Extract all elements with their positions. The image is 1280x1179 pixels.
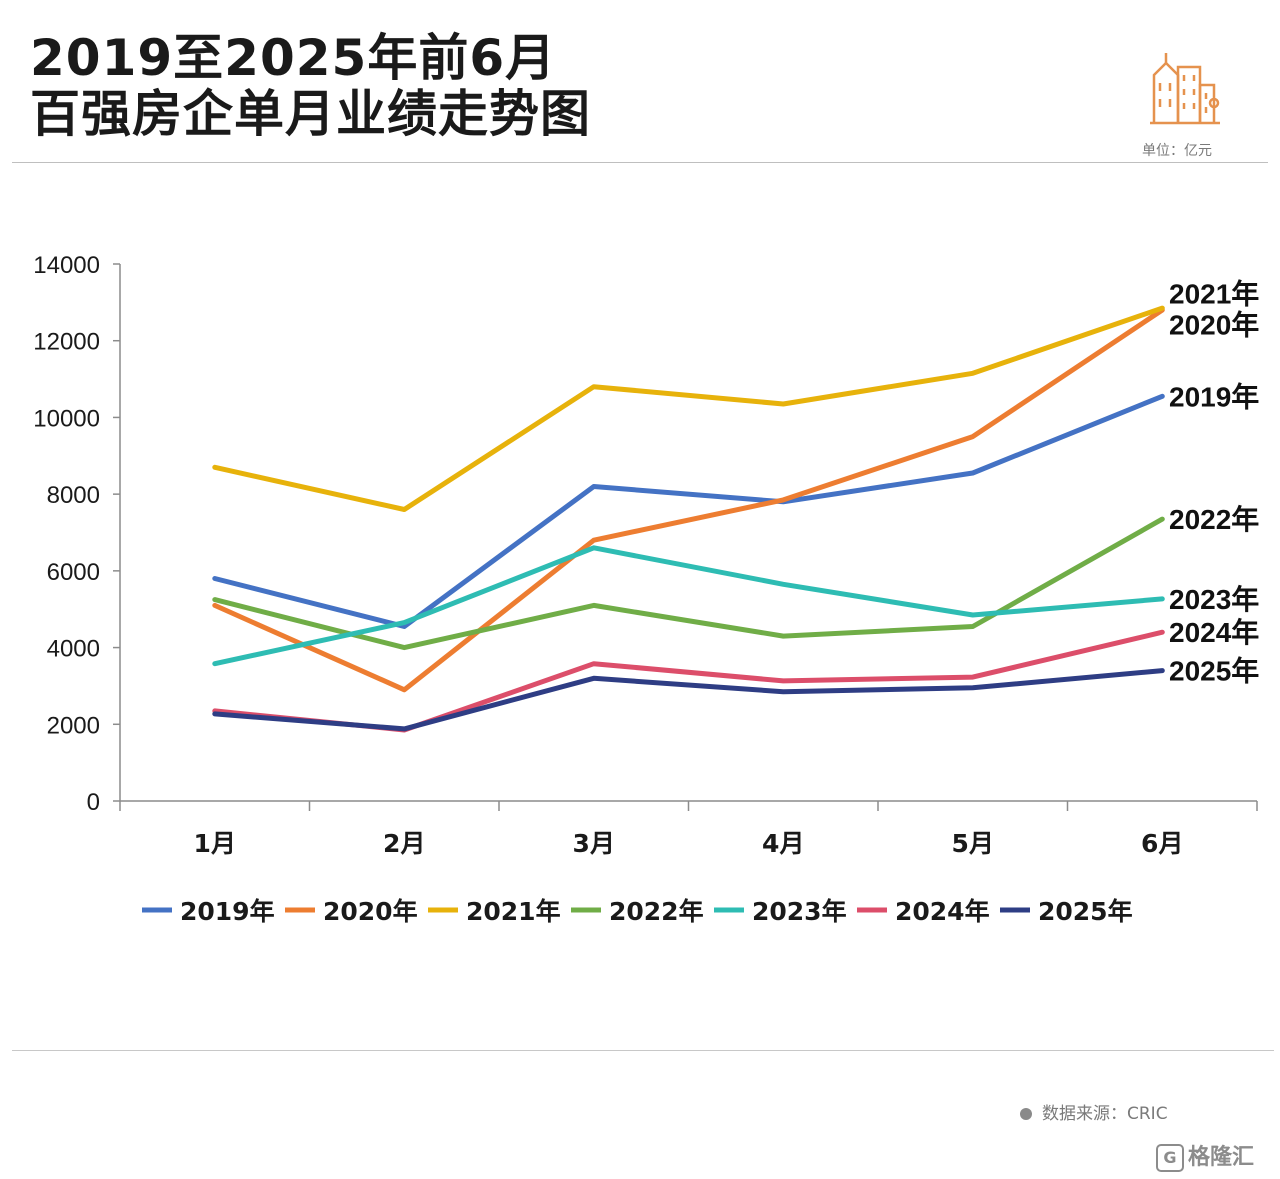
header-divider xyxy=(12,162,1268,163)
legend-label: 2025年 xyxy=(1038,897,1133,926)
series-line xyxy=(212,516,1165,651)
x-tick-label: 6月 xyxy=(1141,829,1183,858)
series-line xyxy=(212,668,1165,732)
source-note: 数据来源：CRIC xyxy=(1020,1099,1168,1124)
y-tick-label: 0 xyxy=(87,789,100,816)
series-line xyxy=(212,305,1165,512)
y-tick-label: 12000 xyxy=(33,329,100,356)
x-tick-label: 1月 xyxy=(194,829,236,858)
legend-label: 2019年 xyxy=(180,897,275,926)
y-tick-label: 10000 xyxy=(33,405,100,432)
chart-title: 2019至2025年前6月 百强房企单月业绩走势图 xyxy=(30,30,591,142)
source-text: 数据来源：CRIC xyxy=(1042,1104,1168,1124)
dot-icon xyxy=(1020,1108,1032,1120)
legend-label: 2020年 xyxy=(323,897,418,926)
x-tick-label: 3月 xyxy=(573,829,615,858)
series-line xyxy=(212,393,1165,629)
series-end-label: 2025年 xyxy=(1169,655,1259,687)
brand-watermark: G 格隆汇 xyxy=(1156,1139,1254,1172)
title-line-1: 2019至2025年前6月 xyxy=(30,29,557,87)
y-tick-label: 8000 xyxy=(47,482,100,509)
x-tick-label: 5月 xyxy=(952,829,994,858)
legend-label: 2022年 xyxy=(609,897,704,926)
series-end-label: 2024年 xyxy=(1169,616,1259,648)
footer-divider xyxy=(12,1050,1274,1051)
title-line-2: 百强房企单月业绩走势图 xyxy=(30,85,591,143)
brand-logo-icon: G xyxy=(1156,1144,1184,1172)
series-end-label: 2022年 xyxy=(1169,503,1259,535)
legend-label: 2021年 xyxy=(466,897,561,926)
series-line xyxy=(212,545,1165,667)
series-end-label: 2020年 xyxy=(1169,309,1259,341)
x-tick-label: 2月 xyxy=(383,829,425,858)
y-tick-label: 4000 xyxy=(47,636,100,663)
series-end-label: 2023年 xyxy=(1169,583,1259,615)
series-end-label: 2021年 xyxy=(1169,278,1259,310)
x-tick-label: 4月 xyxy=(762,829,804,858)
brand-name: 格隆汇 xyxy=(1188,1145,1255,1170)
y-tick-label: 6000 xyxy=(47,559,100,586)
legend-label: 2024年 xyxy=(895,897,990,926)
y-tick-label: 2000 xyxy=(47,712,100,739)
series-line xyxy=(212,307,1165,693)
legend-label: 2023年 xyxy=(752,897,847,926)
series-end-label: 2019年 xyxy=(1169,380,1259,412)
unit-label: 单位：亿元 xyxy=(1142,143,1212,159)
building-icon xyxy=(1150,53,1220,125)
y-tick-label: 14000 xyxy=(33,252,100,279)
